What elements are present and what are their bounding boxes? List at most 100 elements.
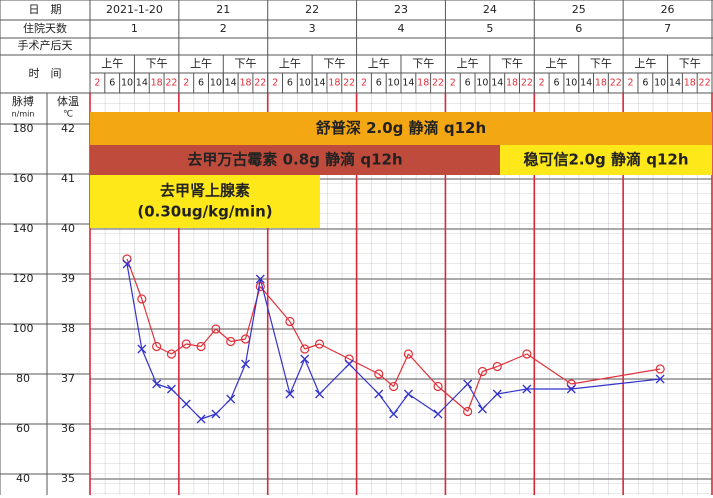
pm-label: 下午 <box>590 57 612 70</box>
pm-label: 下午 <box>412 57 434 70</box>
pm-label: 下午 <box>323 57 345 70</box>
annotation-bar <box>90 175 320 228</box>
pulse-point <box>166 349 177 359</box>
temperature-point <box>211 409 221 419</box>
hour-label: 10 <box>299 78 311 89</box>
series-segment <box>467 383 483 410</box>
series-segment <box>393 353 409 387</box>
pulse-point <box>181 339 191 349</box>
pulse-point <box>374 369 384 379</box>
temperature-point <box>300 354 310 364</box>
series-segment <box>289 358 306 395</box>
annotation-subtext: (0.30ug/kg/min) <box>137 203 272 221</box>
series-segment <box>259 286 291 322</box>
pulse-point <box>655 364 665 374</box>
temperature-point <box>566 384 576 394</box>
date: 23 <box>394 3 408 16</box>
series-segment <box>186 343 202 348</box>
hour-label: 2 <box>450 78 456 89</box>
series-segment <box>259 278 291 395</box>
hour-label: 18 <box>328 78 340 89</box>
hour-label: 14 <box>491 78 503 89</box>
pulse-point <box>300 344 310 354</box>
hour-label: 2 <box>628 78 634 89</box>
series-segment <box>304 343 320 350</box>
series-segment <box>230 338 246 343</box>
date: 22 <box>305 3 319 16</box>
hour-label: 6 <box>198 78 204 89</box>
hour-label: 6 <box>642 78 648 89</box>
series-segment <box>437 383 469 415</box>
temperature-point <box>463 379 473 389</box>
pulse-point <box>492 361 502 372</box>
am-label: 上午 <box>190 57 212 70</box>
date: 2021-1-20 <box>106 3 163 16</box>
temperature-point <box>166 384 176 394</box>
temperature-point <box>137 344 147 354</box>
y2-tick-label: 40 <box>61 222 75 235</box>
pm-label: 下午 <box>679 57 701 70</box>
pulse-point <box>477 366 488 377</box>
time-label: 时 间 <box>29 67 62 80</box>
date: 26 <box>661 3 675 16</box>
hospital-day: 2 <box>220 22 227 35</box>
hour-label: 18 <box>684 78 696 89</box>
hour-label: 10 <box>121 78 133 89</box>
y2-tick-label: 38 <box>61 322 75 335</box>
temperature-point <box>255 274 265 284</box>
series-segment <box>407 353 439 387</box>
temperature-point <box>492 389 502 399</box>
hour-label: 2 <box>94 78 100 89</box>
date: 25 <box>572 3 586 16</box>
date: 24 <box>483 3 497 16</box>
y2-tick-label: 35 <box>61 472 75 485</box>
hour-label: 18 <box>506 78 518 89</box>
series-segment <box>304 358 321 395</box>
temperature-point <box>477 404 487 414</box>
series-segment <box>467 371 484 412</box>
series-segment <box>171 343 187 355</box>
series-segment <box>348 358 380 375</box>
series-segment <box>497 388 527 395</box>
surgery-day-label: 手术产后天 <box>18 38 73 52</box>
y2-tick-label: 36 <box>61 422 75 435</box>
series-segment <box>378 373 394 387</box>
annotation-text: 去甲万古霉素 0.8g 静滴 q12h <box>187 151 402 169</box>
hour-label: 22 <box>254 78 266 89</box>
y-tick-label: 80 <box>16 372 30 385</box>
pulse-unit: n/min <box>12 110 35 119</box>
pulse-point <box>522 349 532 359</box>
series-segment <box>408 393 439 415</box>
pulse-point <box>226 336 236 347</box>
pulse-point <box>255 281 265 292</box>
hour-label: 14 <box>225 78 237 89</box>
pulse-point <box>566 379 576 389</box>
hospital-day: 5 <box>486 22 493 35</box>
hour-label: 14 <box>314 78 326 89</box>
y2-tick-label: 41 <box>61 172 75 185</box>
hour-label: 2 <box>183 78 189 89</box>
temperature-unit: ℃ <box>63 110 73 120</box>
am-label: 上午 <box>368 57 390 70</box>
pulse-point <box>344 354 354 364</box>
y2-tick-label: 37 <box>61 372 75 385</box>
am-label: 上午 <box>101 57 123 70</box>
temperature-point <box>655 374 665 384</box>
pulse-point <box>463 406 473 417</box>
pulse-point <box>388 381 399 392</box>
am-label: 上午 <box>457 57 479 70</box>
series-segment <box>497 353 528 368</box>
series-segment <box>244 278 261 365</box>
hour-label: 22 <box>610 78 622 89</box>
hospital-day: 7 <box>664 22 671 35</box>
am-label: 上午 <box>279 57 301 70</box>
hour-label: 18 <box>417 78 429 89</box>
pulse-point <box>137 294 147 304</box>
temperature-point <box>196 414 206 424</box>
y-tick-label: 40 <box>16 472 30 485</box>
series-segment <box>482 365 498 373</box>
hour-label: 22 <box>432 78 444 89</box>
annotation-text: 舒普深 2.0g 静滴 q12h <box>316 119 486 137</box>
hour-label: 2 <box>272 78 278 89</box>
